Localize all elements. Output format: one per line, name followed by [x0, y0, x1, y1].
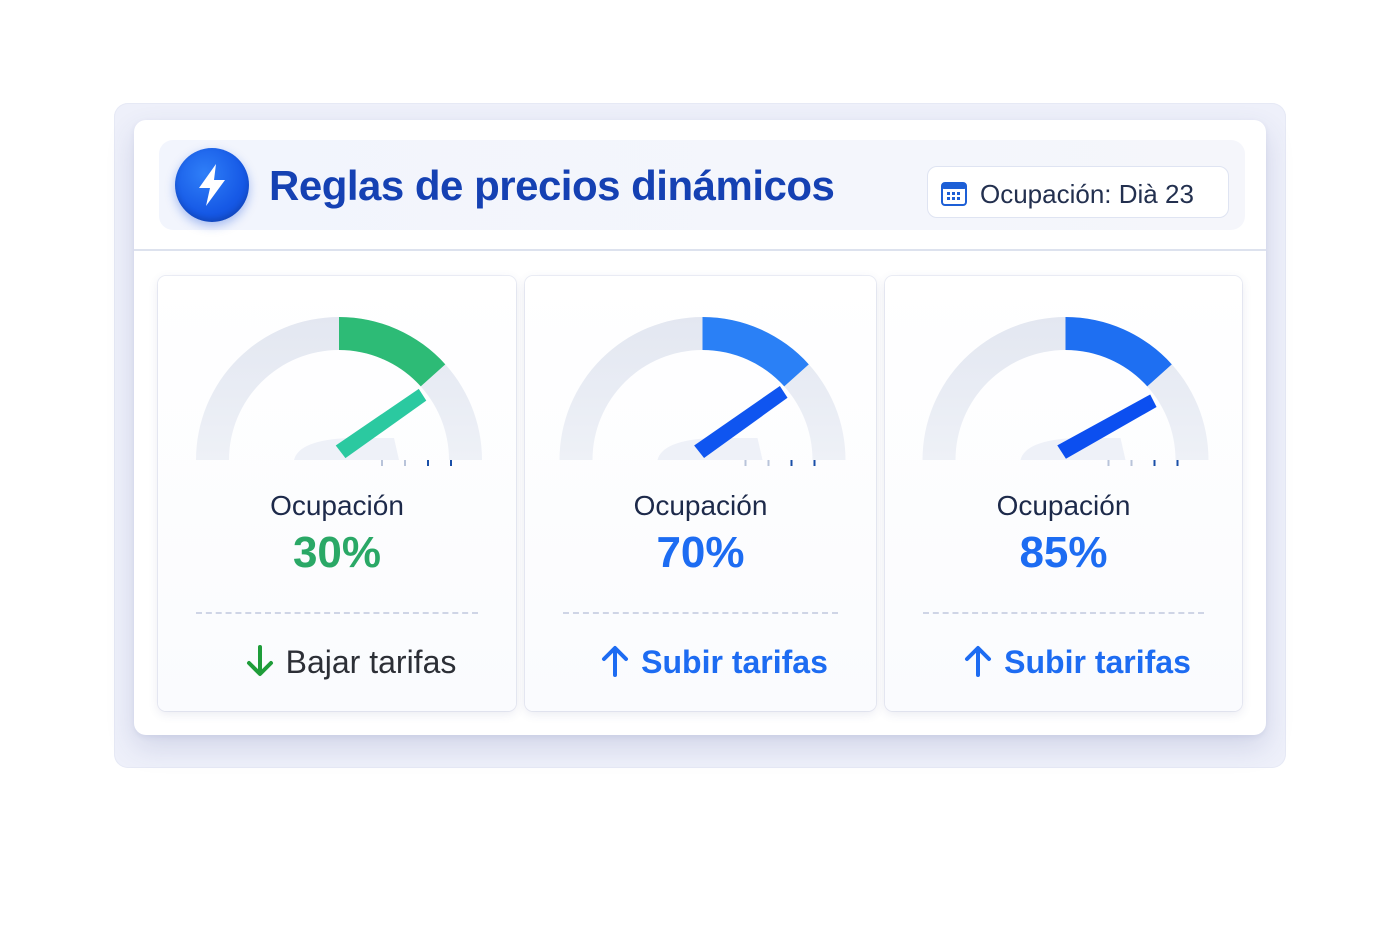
arrow-up-icon: [602, 646, 629, 677]
gauge-active-arc: [1065, 317, 1172, 387]
gauge-active-arc: [339, 317, 446, 387]
action-label: Subir tarifas: [1004, 644, 1191, 680]
occupancy-label: Ocupación: [633, 490, 768, 521]
calendar-icon: [940, 179, 968, 212]
gauge-tick: [404, 460, 406, 466]
header-divider: [134, 249, 1266, 251]
gauge-tick: [1130, 460, 1133, 466]
gauge-tick: [744, 460, 747, 466]
dashed-divider: [923, 612, 1204, 614]
occupancy-date-chip[interactable]: Ocupación: Dià 23: [927, 166, 1229, 218]
dashed-divider: [563, 612, 838, 614]
occupancy-value: 30%: [292, 528, 382, 577]
gauge-tick: [381, 460, 383, 466]
gauge-tick: [1176, 460, 1179, 466]
dashed-divider: [196, 612, 478, 614]
arrow-up-icon: [965, 646, 992, 677]
raise-rates-action[interactable]: Subir tarifas: [539, 644, 890, 681]
arrow-down-icon: [246, 645, 273, 676]
gauge-tick: [767, 460, 770, 466]
occupancy-date-label: Ocupación: Dià 23: [980, 179, 1194, 209]
lower-rates-action[interactable]: Bajar tarifas: [172, 644, 530, 681]
gauge-tick: [813, 460, 816, 466]
pricing-rules-card: Reglas de precios dinámicos Ocupación: D…: [134, 120, 1266, 735]
occupancy-card-high: Ocupación 85% Subir tarifas: [885, 276, 1242, 711]
gauge-tick: [1153, 460, 1156, 466]
action-label: Bajar tarifas: [285, 644, 457, 680]
occupancy-gauge: [922, 317, 1209, 466]
gauge-needle: [335, 388, 427, 459]
occupancy-label: Ocupación: [270, 490, 404, 521]
occupancy-value: 70%: [656, 528, 745, 577]
page-title: Reglas de precios dinámicos: [269, 162, 835, 209]
gauge-tick: [1107, 460, 1110, 466]
gauge-tick: [790, 460, 793, 466]
gauge-active-arc: [702, 317, 809, 387]
gauge-tick: [427, 460, 429, 466]
occupancy-label: Ocupación: [996, 490, 1131, 521]
occupancy-gauge: [196, 317, 482, 466]
occupancy-card-mid: Ocupación 70% Subir tarifas: [525, 276, 876, 711]
gauge-needle: [1057, 394, 1157, 459]
gauge-needle: [694, 385, 788, 459]
lightning-bolt-icon: [175, 148, 249, 222]
occupancy-gauge: [559, 317, 846, 466]
raise-rates-action[interactable]: Subir tarifas: [899, 644, 1256, 681]
action-label: Subir tarifas: [641, 644, 828, 680]
occupancy-card-low: Ocupación 30% Bajar tarifas: [158, 276, 516, 711]
card-header: Reglas de precios dinámicos Ocupación: D…: [159, 140, 1245, 230]
gauge-tick: [450, 460, 452, 466]
occupancy-value: 85%: [1019, 528, 1108, 577]
